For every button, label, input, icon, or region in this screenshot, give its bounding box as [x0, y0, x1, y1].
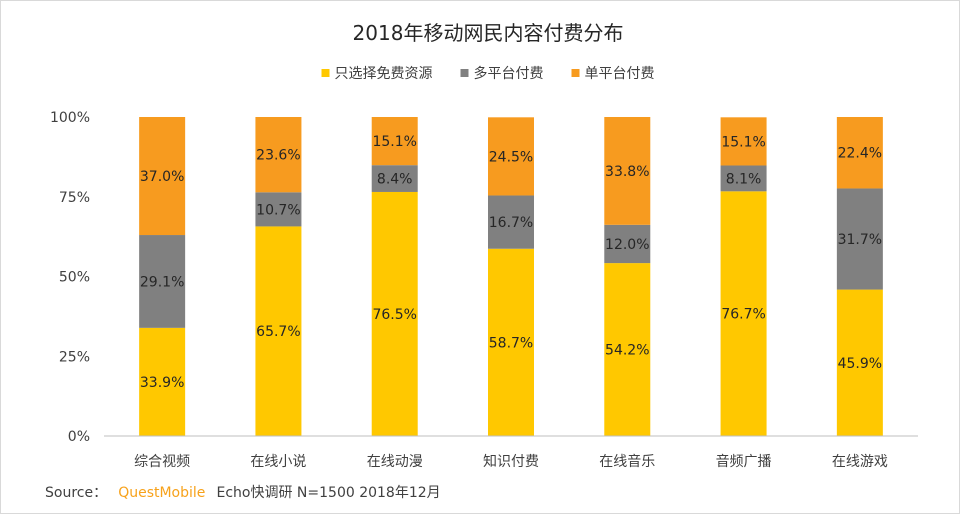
y-tick-label: 100%: [50, 110, 90, 126]
bar-segment: [139, 327, 186, 436]
bar-segment: [255, 226, 302, 436]
y-tick-label: 50%: [59, 270, 90, 286]
y-tick-label: 75%: [59, 190, 90, 206]
x-axis: 综合视频 在线小说 在线动漫 知识付费 在线音乐 音频广播 在线游戏: [104, 435, 918, 470]
source-note: Source： QuestMobile Echo快调研 N=1500 2018年…: [45, 482, 441, 501]
bar-segment: [604, 117, 651, 225]
data-label: 45.9%: [838, 356, 882, 372]
data-label: 22.4%: [838, 146, 882, 162]
bar-stack: 45.9% 31.7% 22.4%: [836, 117, 883, 436]
bar-segment: [371, 165, 418, 192]
data-label: 65.7%: [256, 324, 300, 340]
bar-stack: 33.9% 29.1% 37.0%: [139, 117, 186, 436]
source-details: Echo快调研 N=1500 2018年12月: [217, 485, 441, 501]
bar-segment: [836, 117, 883, 189]
data-label: 24.5%: [489, 149, 533, 165]
bar-segment: [720, 191, 767, 436]
bar-stack: 76.5% 8.4% 15.1%: [371, 117, 418, 436]
legend-item: 单平台付费: [571, 66, 655, 82]
bar-stack: 54.2% 12.0% 33.8%: [604, 117, 651, 436]
source-label: Source：: [45, 485, 107, 501]
data-label: 33.8%: [605, 164, 649, 180]
data-label: 29.1%: [140, 274, 184, 290]
legend-label: 多平台付费: [474, 65, 544, 82]
legend-swatch: [321, 69, 330, 77]
x-tick-label: 在线动漫: [367, 454, 423, 470]
bar-segment: [720, 165, 767, 192]
x-tick-label: 在线音乐: [599, 453, 655, 470]
y-axis: 0% 25% 50% 75% 100%: [50, 110, 90, 445]
chart-title: 2018年移动网民内容付费分布: [353, 21, 624, 45]
data-label: 31.7%: [838, 232, 882, 248]
data-label: 37.0%: [140, 169, 184, 185]
bar-segment: [604, 263, 651, 436]
legend-label: 单平台付费: [585, 66, 655, 82]
data-label: 8.4%: [377, 172, 413, 188]
bar-segment: [488, 117, 534, 196]
data-label: 8.1%: [726, 171, 762, 187]
bar-segment: [720, 117, 767, 166]
data-label: 76.7%: [721, 307, 765, 323]
x-tick-label: 在线游戏: [832, 454, 888, 470]
legend-item: 多平台付费: [460, 65, 544, 82]
bar-segment: [255, 117, 302, 193]
bar-stack: 58.7% 16.7% 24.5%: [488, 117, 534, 436]
bar-segment: [488, 195, 534, 249]
x-tick-label: 在线小说: [250, 454, 306, 470]
x-tick-label: 知识付费: [483, 453, 539, 470]
legend: 只选择免费资源 多平台付费 单平台付费: [321, 65, 655, 82]
bar-segment: [139, 117, 186, 236]
bars: 33.9% 29.1% 37.0% 65.7% 10.7% 23.6% 76.5% 8.4% 1…: [139, 117, 883, 436]
bar-segment: [604, 224, 651, 264]
bar-segment: [836, 188, 883, 290]
y-tick-label: 25%: [59, 349, 90, 365]
data-label: 58.7%: [489, 335, 533, 351]
data-label: 76.5%: [372, 307, 416, 323]
bar-segment: [255, 192, 302, 227]
x-tick-label: 综合视频: [134, 454, 190, 470]
source-brand: QuestMobile: [118, 485, 205, 501]
bar-segment: [371, 117, 418, 166]
bar-stack: 65.7% 10.7% 23.6%: [255, 117, 302, 436]
bar-segment: [836, 289, 883, 436]
bar-segment: [488, 248, 534, 436]
bar-segment: [139, 235, 186, 328]
bar-stack: 76.7% 8.1% 15.1%: [720, 117, 767, 436]
data-label: 54.2%: [605, 343, 649, 359]
data-label: 23.6%: [256, 148, 300, 164]
data-label: 15.1%: [721, 134, 765, 150]
legend-label: 只选择免费资源: [335, 66, 433, 82]
data-label: 12.0%: [605, 237, 649, 253]
data-label: 10.7%: [256, 202, 300, 218]
x-tick-label: 音频广播: [716, 453, 772, 470]
legend-swatch: [460, 69, 469, 77]
data-label: 15.1%: [372, 134, 416, 150]
legend-swatch: [571, 69, 580, 77]
y-tick-label: 0%: [68, 429, 90, 445]
data-label: 33.9%: [140, 375, 184, 391]
bar-segment: [371, 191, 418, 436]
legend-item: 只选择免费资源: [321, 66, 433, 82]
data-label: 16.7%: [489, 215, 533, 231]
